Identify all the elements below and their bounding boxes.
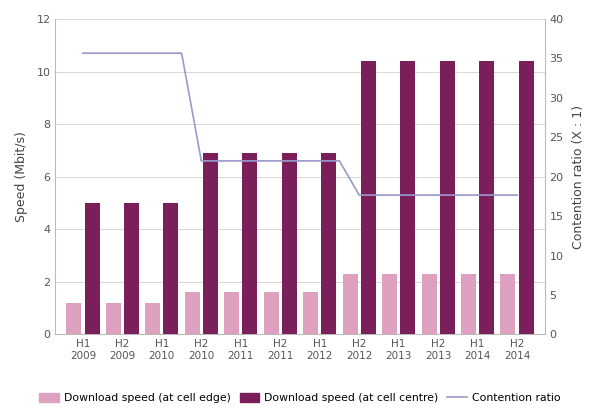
Bar bbox=[185, 292, 200, 335]
Bar bbox=[263, 292, 278, 335]
Bar bbox=[382, 274, 397, 335]
Bar bbox=[67, 303, 82, 335]
Bar bbox=[479, 61, 494, 335]
Bar bbox=[124, 203, 139, 335]
Bar bbox=[500, 274, 515, 335]
Bar bbox=[461, 274, 476, 335]
Bar bbox=[106, 303, 121, 335]
Bar bbox=[400, 61, 415, 335]
Bar bbox=[163, 203, 178, 335]
Y-axis label: Speed (Mbit/s): Speed (Mbit/s) bbox=[15, 131, 28, 222]
Bar bbox=[322, 153, 337, 335]
Y-axis label: Contention ratio (X : 1): Contention ratio (X : 1) bbox=[572, 104, 585, 249]
Bar bbox=[282, 153, 297, 335]
Bar bbox=[242, 153, 257, 335]
Bar bbox=[145, 303, 160, 335]
Bar bbox=[203, 153, 218, 335]
Bar bbox=[440, 61, 455, 335]
Bar bbox=[85, 203, 100, 335]
Bar bbox=[361, 61, 376, 335]
Bar bbox=[224, 292, 239, 335]
Bar bbox=[343, 274, 358, 335]
Bar bbox=[518, 61, 533, 335]
Legend: Download speed (at cell edge), Download speed (at cell centre), Contention ratio: Download speed (at cell edge), Download … bbox=[35, 389, 565, 408]
Bar bbox=[422, 274, 437, 335]
Bar bbox=[303, 292, 318, 335]
